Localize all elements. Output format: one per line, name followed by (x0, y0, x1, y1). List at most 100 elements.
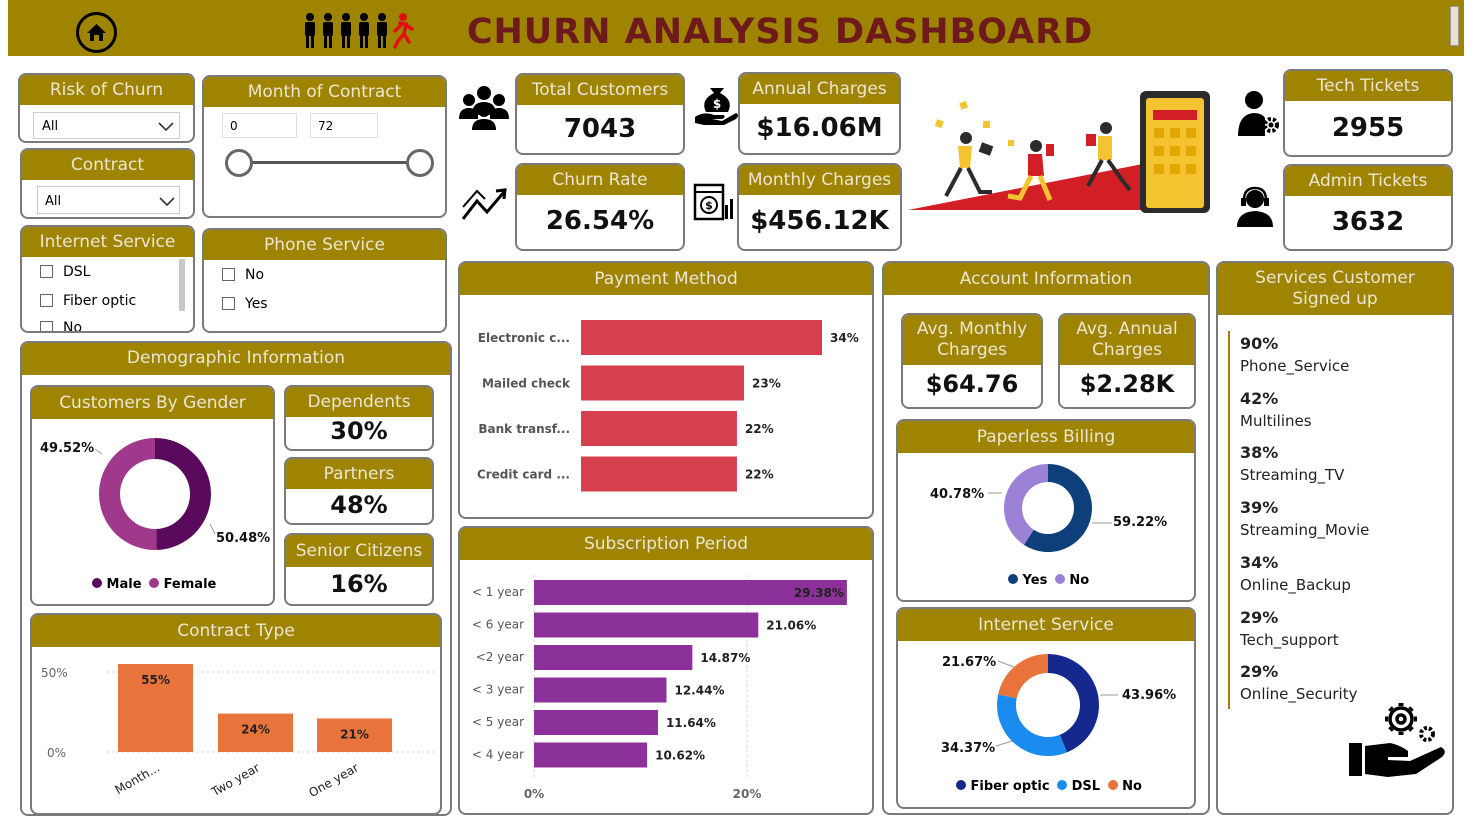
checkbox[interactable] (40, 294, 53, 307)
service-name: Streaming_Movie (1240, 521, 1370, 540)
kpi-value: 48% (330, 491, 388, 519)
kpi-label: Partners (286, 459, 432, 489)
bar-value-label: 34% (830, 331, 859, 345)
home-icon (87, 24, 106, 41)
month-slider-max-handle[interactable] (406, 149, 434, 177)
bar-value-label: 24% (241, 723, 270, 737)
tech-tickets-card: Tech Tickets 2955 (1283, 69, 1453, 157)
x-category-label: Two year (208, 760, 262, 799)
internet-option-label: No (63, 320, 83, 333)
month-min-input[interactable]: 0 (222, 113, 297, 138)
x-category-label: Month... (113, 760, 162, 797)
checkbox[interactable] (40, 265, 53, 278)
category-label: < 3 year (472, 683, 524, 697)
phone-option-no[interactable]: No (222, 267, 264, 283)
payment-method-card: Payment Method Electronic c... 34% Mailed … (458, 261, 874, 519)
total-customers-card: Total Customers 7043 (515, 73, 685, 155)
kpi-label: Senior Citizens (286, 535, 432, 567)
month-filter-card: Month of Contract 0 72 (202, 75, 447, 218)
phone-option-label: No (245, 267, 265, 283)
x-tick-label: 20% (733, 787, 762, 801)
kpi-value: $16.06M (756, 113, 883, 143)
subscription-bar (534, 645, 693, 670)
risk-filter-title: Risk of Churn (20, 75, 193, 105)
avg-annual-card: Avg. Annual Charges $2.28K (1058, 313, 1196, 409)
bar-value-label: 22% (745, 468, 774, 482)
category-label: Credit card ... (477, 468, 570, 482)
checkbox[interactable] (222, 297, 235, 310)
kpi-label: Avg. Monthly Charges (903, 315, 1041, 365)
internet-list-scrollbar[interactable] (179, 259, 185, 311)
contract-dropdown-value: All (45, 194, 62, 209)
internet-pct-dsl: 34.37% (941, 741, 996, 756)
contract-bar (317, 718, 392, 752)
kpi-label: Dependents (286, 387, 432, 417)
contract-bar (218, 713, 293, 752)
kpi-value: $456.12K (750, 206, 889, 236)
service-item: 29% Online_Security (1240, 661, 1357, 705)
internet-option-fiber[interactable]: Fiber optic (40, 293, 136, 309)
contract-dropdown[interactable]: All (37, 186, 180, 214)
bar-value-label: 10.62% (655, 749, 705, 763)
paperless-pct-yes: 40.78% (930, 487, 985, 502)
checkbox[interactable] (222, 268, 235, 281)
kpi-label: Annual Charges (740, 74, 899, 104)
kpi-label: Churn Rate (517, 165, 683, 195)
legend-fiber: Fiber optic (970, 779, 1050, 794)
customers-leaving-illustration (908, 91, 1210, 213)
internet-option-no[interactable]: No (40, 320, 83, 333)
month-filter-title: Month of Contract (204, 77, 445, 107)
subscription-bar (534, 710, 658, 735)
bar-value-label: 21.06% (766, 619, 816, 633)
month-slider-track[interactable] (240, 161, 422, 164)
service-name: Streaming_TV (1240, 466, 1345, 485)
legend-dot (1008, 574, 1018, 584)
home-button[interactable] (76, 12, 117, 53)
legend-yes: Yes (1022, 573, 1048, 588)
month-slider-min-handle[interactable] (225, 149, 253, 177)
kpi-value: 26.54% (545, 206, 655, 236)
services-title: Services Customer Signed up (1218, 263, 1452, 315)
internet-donut-chart (995, 654, 1118, 756)
risk-dropdown[interactable]: All (33, 112, 180, 139)
payment-method-title: Payment Method (460, 263, 872, 295)
service-name: Phone_Service (1240, 357, 1350, 375)
gender-title: Customers By Gender (32, 387, 273, 419)
subscription-period-card: Subscription Period < 1 year 29.38% < 6 ye… (458, 526, 874, 815)
internet-filter-title: Internet Service (22, 227, 193, 257)
svg-text:$: $ (705, 199, 713, 212)
y-tick-label: 0% (47, 746, 66, 760)
bar-value-label: 23% (752, 377, 781, 391)
payment-bar (581, 365, 745, 401)
checkbox[interactable] (40, 321, 53, 331)
gender-card: Customers By Gender 49.52% 50.48% Male F… (30, 385, 275, 606)
gender-pct-female: 49.52% (40, 441, 95, 456)
legend-dot (1054, 574, 1065, 584)
month-max-input[interactable]: 72 (310, 113, 378, 138)
risk-filter-card: Risk of Churn All (18, 73, 195, 143)
internet-option-dsl[interactable]: DSL (40, 264, 90, 280)
account-info-title: Account Information (884, 263, 1208, 295)
bar-value-label: 21% (340, 727, 369, 741)
phone-filter-title: Phone Service (204, 230, 445, 260)
monthly-charges-card: Monthly Charges $456.12K (737, 163, 902, 251)
people-churn-icon (305, 13, 414, 49)
header-bar (8, 0, 1464, 56)
legend-dot (1057, 780, 1068, 790)
legend-female: Female (163, 577, 217, 592)
kpi-value: $2.28K (1079, 370, 1175, 398)
paperless-slice (1004, 464, 1048, 545)
phone-option-yes[interactable]: Yes (222, 296, 268, 312)
churn-rate-card: Churn Rate 26.54% (515, 163, 685, 251)
gender-slice (155, 438, 211, 550)
category-label: < 6 year (472, 618, 524, 632)
service-pct: 29% (1240, 607, 1279, 627)
payment-bar (581, 411, 737, 446)
category-label: Mailed check (482, 377, 571, 391)
category-label: Bank transf... (478, 422, 570, 436)
calendar-money-icon: $ (693, 183, 733, 221)
scrollbar-thumb[interactable] (1450, 6, 1459, 46)
category-label: < 4 year (472, 748, 524, 762)
payment-method-chart: Electronic c... 34% Mailed check 23% Bank tr… (477, 320, 859, 492)
internet-service-card: Internet Service 21.67% 43.96% 34.37% Fi… (896, 607, 1196, 809)
